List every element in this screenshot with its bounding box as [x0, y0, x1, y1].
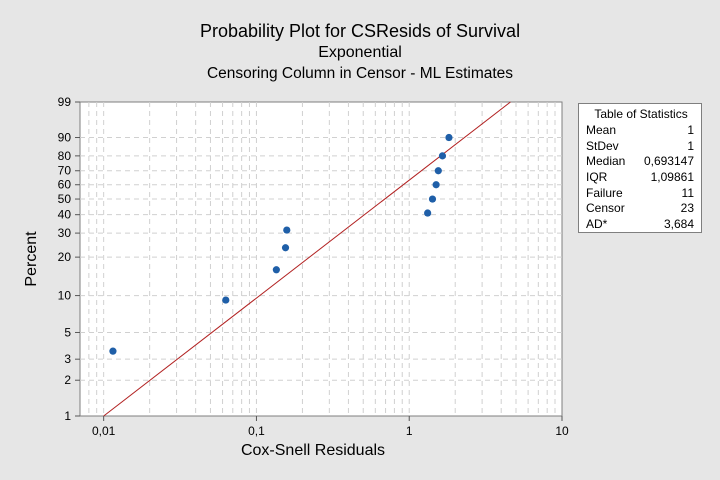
statistics-table: Table of Statistics Mean 1 StDev 1 Media… [578, 103, 702, 233]
stat-row-iqr: IQR 1,09861 [586, 170, 694, 186]
stat-row-failure: Failure 11 [586, 186, 694, 202]
data-point [109, 347, 117, 355]
y-tick-label: 30 [58, 226, 72, 240]
stat-label: Censor [586, 201, 625, 215]
stat-label: AD* [586, 217, 608, 231]
chart-subtitle-2: Censoring Column in Censor - ML Estimate… [206, 65, 514, 82]
data-point [432, 181, 440, 189]
data-points [109, 133, 453, 355]
stat-row-median: Median 0,693147 [586, 154, 694, 170]
statistics-table-title: Table of Statistics [594, 107, 688, 121]
data-point [438, 152, 447, 160]
data-point [434, 167, 442, 175]
stat-row-censor: Censor 23 [586, 201, 694, 217]
chart-subtitle: Exponential [318, 44, 402, 61]
data-point [428, 195, 437, 203]
stat-row-ad: AD* 3,684 [586, 217, 694, 233]
stat-value: 1 [687, 139, 694, 153]
stat-value: 0,693147 [643, 154, 694, 168]
plot-area [79, 101, 563, 417]
stat-value: 1,09861 [650, 170, 694, 184]
stat-row-mean: Mean 1 [586, 123, 694, 139]
x-tick-label: 10 [555, 424, 569, 438]
x-tick-label: 0,01 [92, 424, 116, 438]
stat-value: 3,684 [663, 217, 694, 231]
stat-label: IQR [586, 170, 608, 184]
y-tick-label: 2 [64, 373, 71, 387]
data-point [424, 209, 432, 217]
stat-label: StDev [586, 139, 619, 153]
stat-value: 23 [680, 201, 694, 215]
data-point [281, 244, 290, 252]
y-tick-label: 70 [58, 164, 72, 178]
y-tick-label: 90 [58, 131, 72, 145]
data-point [222, 296, 230, 304]
y-tick-label: 5 [64, 325, 71, 339]
stat-value: 1 [687, 123, 694, 137]
y-tick-label: 80 [58, 149, 72, 163]
y-tick-label: 20 [58, 250, 72, 264]
stat-label: Mean [586, 123, 617, 137]
y-axis-title: Percent [23, 231, 40, 287]
data-point [445, 133, 453, 142]
stat-row-stdev: StDev 1 [586, 139, 694, 155]
chart-title-block: Probability Plot for CSResids of Surviva… [0, 20, 720, 84]
grid-lines [80, 102, 562, 416]
y-tick-label: 10 [58, 289, 72, 303]
x-tick-label: 1 [406, 424, 413, 438]
y-tick-label: 99 [58, 95, 72, 109]
data-point [283, 226, 291, 234]
y-tick-label: 3 [64, 352, 71, 366]
stat-value: 11 [681, 186, 694, 200]
stat-label: Median [586, 154, 626, 168]
y-tick-label: 50 [58, 192, 72, 206]
data-point [272, 266, 280, 274]
y-tick-label: 40 [58, 208, 72, 222]
x-axis-title: Cox-Snell Residuals [241, 442, 385, 459]
y-tick-label: 1 [64, 409, 71, 423]
stat-label: Failure [586, 186, 623, 200]
y-tick-label: 60 [58, 178, 72, 192]
x-tick-label: 0,1 [248, 424, 265, 438]
chart-title: Probability Plot for CSResids of Surviva… [199, 21, 521, 41]
